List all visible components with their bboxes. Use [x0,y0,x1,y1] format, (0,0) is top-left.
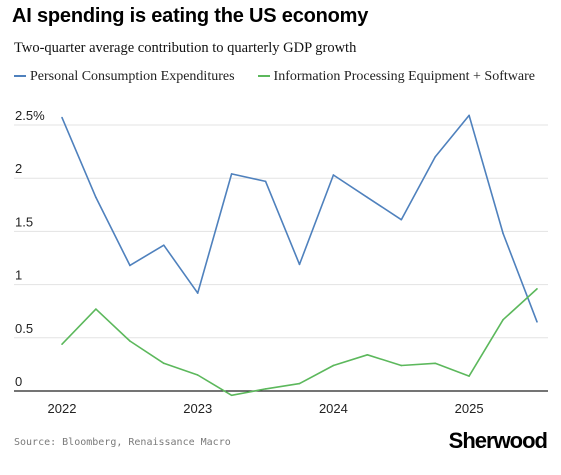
y-tick-label: 2.5% [15,108,45,123]
data-point-1 [196,374,199,376]
data-point-0 [162,244,165,247]
source-note: Source: Bloomberg, Renaissance Macro [14,437,231,448]
data-point-0 [230,173,233,175]
y-tick-label: 0.5 [15,321,33,336]
data-point-0 [434,156,437,158]
legend-label-pce: Personal Consumption Expenditures [30,69,235,84]
legend-label-ipes: Information Processing Equipment + Softw… [273,69,535,84]
data-point-0 [502,232,504,235]
data-point-1 [162,362,165,365]
data-point-1 [502,318,504,321]
legend-swatch-pce [14,74,26,77]
data-point-1 [468,375,470,377]
legend-item-ipes: Information Processing Equipment + Softw… [254,69,535,84]
data-point-0 [536,321,538,323]
data-point-1 [434,362,437,365]
x-tick-label: 2022 [48,401,77,416]
data-point-0 [468,114,470,117]
data-point-0 [61,116,63,119]
chart-title: AI spending is eating the US economy [12,5,369,27]
data-point-0 [95,196,97,199]
x-tick-label: 2025 [455,401,484,416]
data-point-1 [95,308,97,310]
legend-swatch-ipes [257,74,270,77]
brand-logo: Sherwood [448,428,548,453]
legend: Personal Consumption Expenditures Inform… [14,66,544,88]
data-point-0 [264,180,267,183]
y-tick-label: 1 [15,268,22,283]
data-point-0 [196,292,199,294]
chart-subtitle: Two-quarter average contribution to quar… [14,40,357,56]
data-point-0 [129,264,131,267]
data-point-0 [400,218,403,221]
data-point-1 [332,364,335,367]
y-tick-label: 1.5 [15,214,33,229]
data-point-1 [61,343,63,345]
series-line-0 [61,114,538,323]
y-tick-label: 2 [15,161,22,176]
data-point-1 [536,288,538,290]
data-point-0 [366,196,369,199]
data-point-1 [366,354,369,356]
data-point-1 [129,340,131,342]
data-point-1 [230,394,233,397]
legend-item-pce: Personal Consumption Expenditures [14,69,238,84]
data-point-1 [264,388,267,390]
data-point-1 [400,364,403,367]
series-line-1 [61,288,538,397]
data-point-0 [298,263,301,266]
data-point-1 [298,382,301,385]
x-tick-label: 2023 [183,401,212,416]
y-tick-label: 0 [15,374,22,389]
x-tick-label: 2024 [319,401,348,416]
data-point-0 [332,174,335,176]
